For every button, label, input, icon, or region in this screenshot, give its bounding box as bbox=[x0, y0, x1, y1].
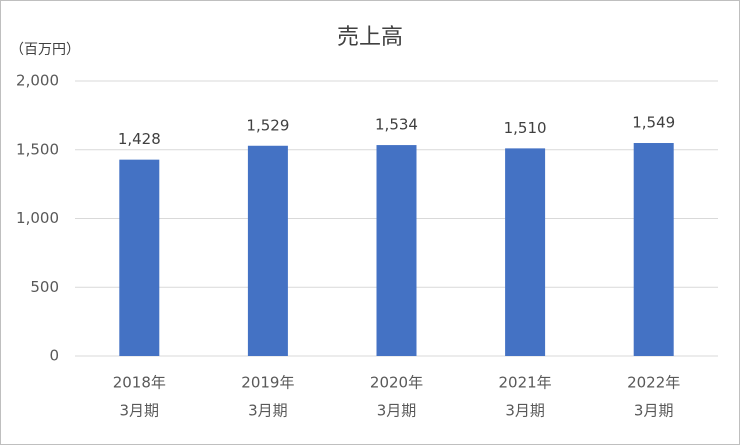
value-label: 1,510 bbox=[504, 119, 547, 137]
x-tick-label: 3月期 bbox=[377, 402, 417, 420]
value-label: 1,549 bbox=[632, 114, 675, 132]
x-tick-label: 3月期 bbox=[505, 402, 545, 420]
y-tick-label: 1,000 bbox=[16, 209, 59, 227]
y-tick-label: 1,500 bbox=[16, 140, 59, 158]
bar bbox=[376, 145, 417, 356]
unit-label: （百万円） bbox=[10, 42, 80, 58]
x-tick-label: 2020年 bbox=[370, 374, 423, 392]
chart-title: 売上高 bbox=[337, 25, 403, 50]
y-tick-label: 0 bbox=[49, 347, 59, 365]
value-label: 1,428 bbox=[118, 130, 161, 148]
x-tick-label: 3月期 bbox=[248, 402, 288, 420]
y-tick-label: 2,000 bbox=[16, 72, 59, 90]
x-tick-label: 2019年 bbox=[241, 374, 294, 392]
x-tick-label: 2022年 bbox=[627, 374, 680, 392]
x-tick-label: 3月期 bbox=[634, 402, 674, 420]
y-tick-label: 500 bbox=[30, 278, 59, 296]
x-tick-label: 2021年 bbox=[499, 374, 552, 392]
x-tick-label: 3月期 bbox=[120, 402, 160, 420]
value-label: 1,534 bbox=[375, 116, 418, 134]
bar bbox=[505, 148, 546, 356]
bar bbox=[247, 145, 288, 356]
x-tick-label: 2018年 bbox=[113, 374, 166, 392]
bar bbox=[119, 159, 160, 356]
bar bbox=[633, 143, 674, 356]
value-label: 1,529 bbox=[246, 116, 289, 134]
